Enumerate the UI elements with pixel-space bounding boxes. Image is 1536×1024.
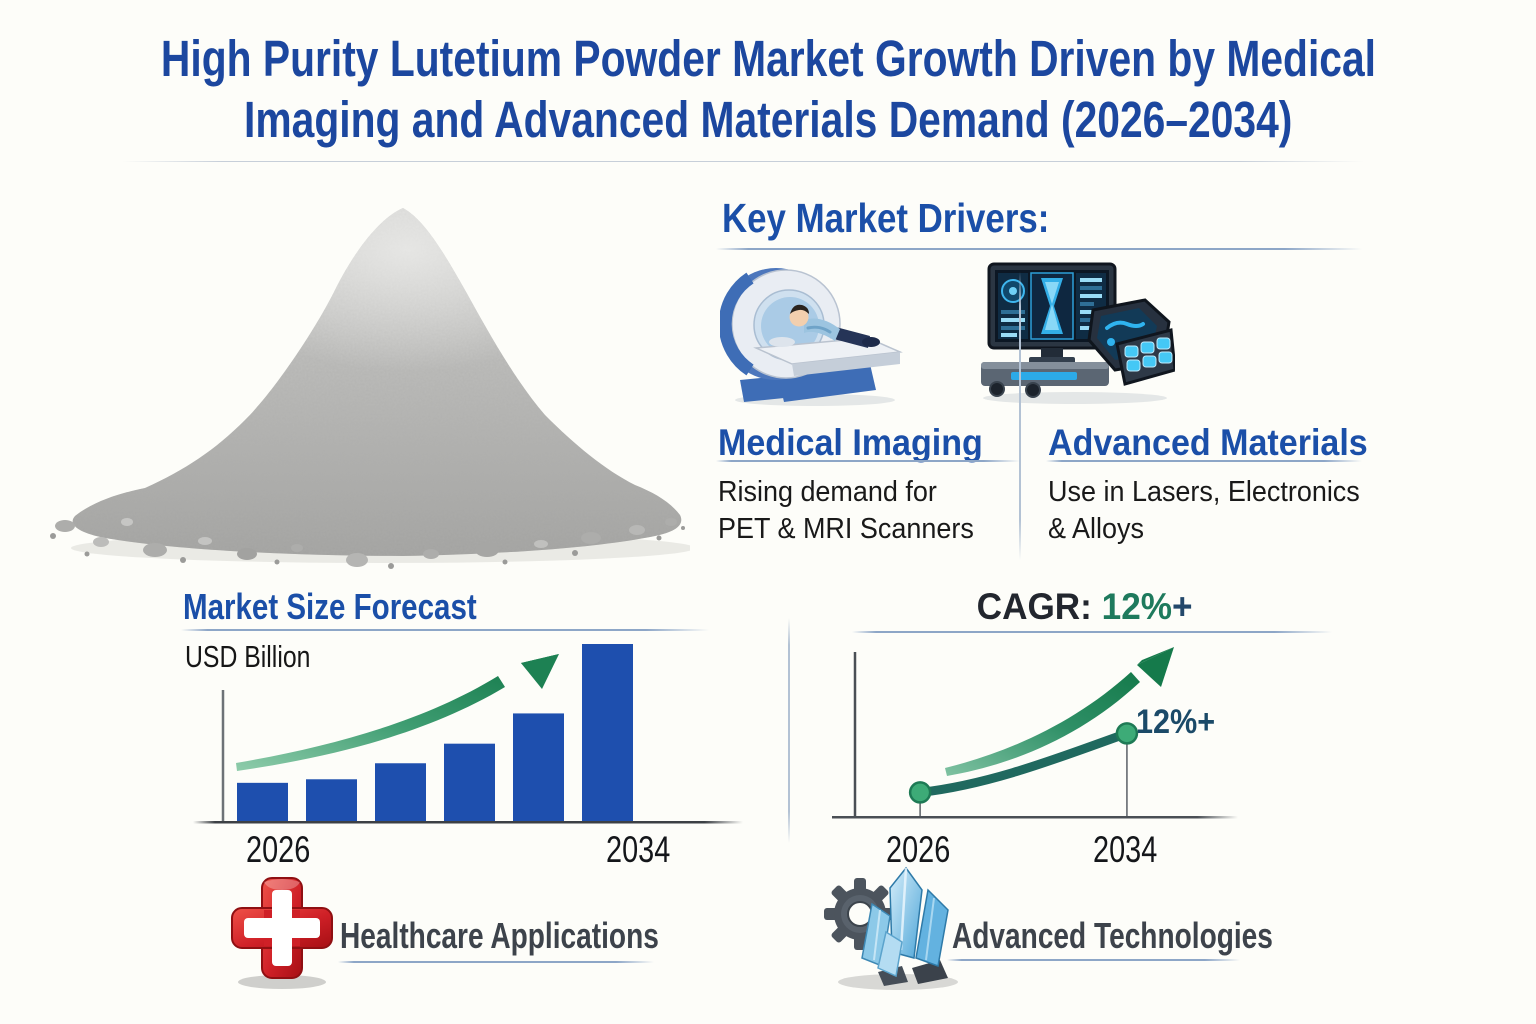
technologies-underline	[947, 959, 1240, 961]
cagr-line-elements	[908, 722, 1139, 817]
cagr-underline	[852, 631, 1332, 633]
advanced-materials-text-line2: & Alloys	[1048, 513, 1144, 545]
forecast-bar-6	[582, 644, 633, 822]
drivers-column-divider	[1019, 272, 1021, 560]
lutetium-powder-pile-image	[35, 170, 695, 570]
usd-billion-label: USD Billion	[185, 639, 311, 674]
cagr-prefix: CAGR:	[977, 586, 1093, 627]
healthcare-applications-label: Healthcare Applications	[340, 915, 659, 956]
advanced-materials-text-line1: Use in Lasers, Electronics	[1048, 476, 1360, 508]
left-chart-year-end: 2034	[605, 829, 671, 870]
medical-imaging-underline	[716, 460, 1020, 462]
medical-imaging-heading: Medical Imaging	[718, 422, 983, 463]
cagr-plus: +	[1172, 586, 1193, 627]
growth-arrow-left	[236, 676, 505, 771]
charts-divider	[788, 618, 790, 843]
x-axis-left	[193, 821, 743, 824]
medical-imaging-text-line1: Rising demand for	[718, 476, 937, 508]
forecast-bar-4	[444, 743, 495, 822]
cagr-trend-line	[915, 728, 1132, 797]
gear-and-crystals-icon	[820, 860, 982, 992]
advanced-materials-heading: Advanced Materials	[1048, 422, 1368, 463]
right-chart-year-start: 2026	[885, 829, 951, 870]
mri-scanner-icon	[718, 256, 915, 408]
medical-imaging-text-line2: PET & MRI Scanners	[718, 513, 974, 545]
title-divider-line	[122, 161, 1364, 162]
cagr-heading: CAGR: 12%+	[830, 585, 1340, 629]
forecast-bars	[237, 644, 633, 822]
futuristic-computer-icon	[975, 258, 1177, 406]
key-drivers-underline	[716, 248, 1362, 250]
forecast-bar-3	[375, 763, 426, 822]
forecast-bar-5	[513, 713, 564, 822]
left-chart-year-start: 2026	[245, 829, 311, 870]
cagr-line-chart	[830, 640, 1340, 840]
right-chart-year-end: 2034	[1092, 829, 1158, 870]
cagr-annotation: 12%+	[1136, 703, 1216, 741]
cagr-point-2	[1115, 722, 1139, 745]
market-bar-chart	[183, 630, 753, 830]
advanced-technologies-label: Advanced Technologies	[952, 915, 1273, 956]
page-title: High Purity Lutetium Powder Market Growt…	[0, 28, 1536, 150]
x-axis-right	[832, 816, 1238, 819]
advanced-materials-underline	[1046, 460, 1362, 462]
healthcare-underline	[338, 961, 654, 963]
forecast-bar-2	[306, 779, 357, 822]
medical-cross-icon	[228, 876, 336, 990]
growth-arrow-right	[945, 672, 1140, 776]
page-title-line2: Imaging and Advanced Materials Demand (2…	[243, 91, 1293, 148]
market-forecast-heading: Market Size Forecast	[183, 586, 477, 627]
page-title-line1: High Purity Lutetium Powder Market Growt…	[160, 30, 1376, 87]
forecast-bar-1	[237, 782, 288, 822]
key-drivers-heading: Key Market Drivers:	[722, 195, 1050, 241]
cagr-value: 12%	[1102, 586, 1173, 627]
market-forecast-underline	[181, 629, 709, 631]
cagr-point-1	[908, 781, 932, 804]
